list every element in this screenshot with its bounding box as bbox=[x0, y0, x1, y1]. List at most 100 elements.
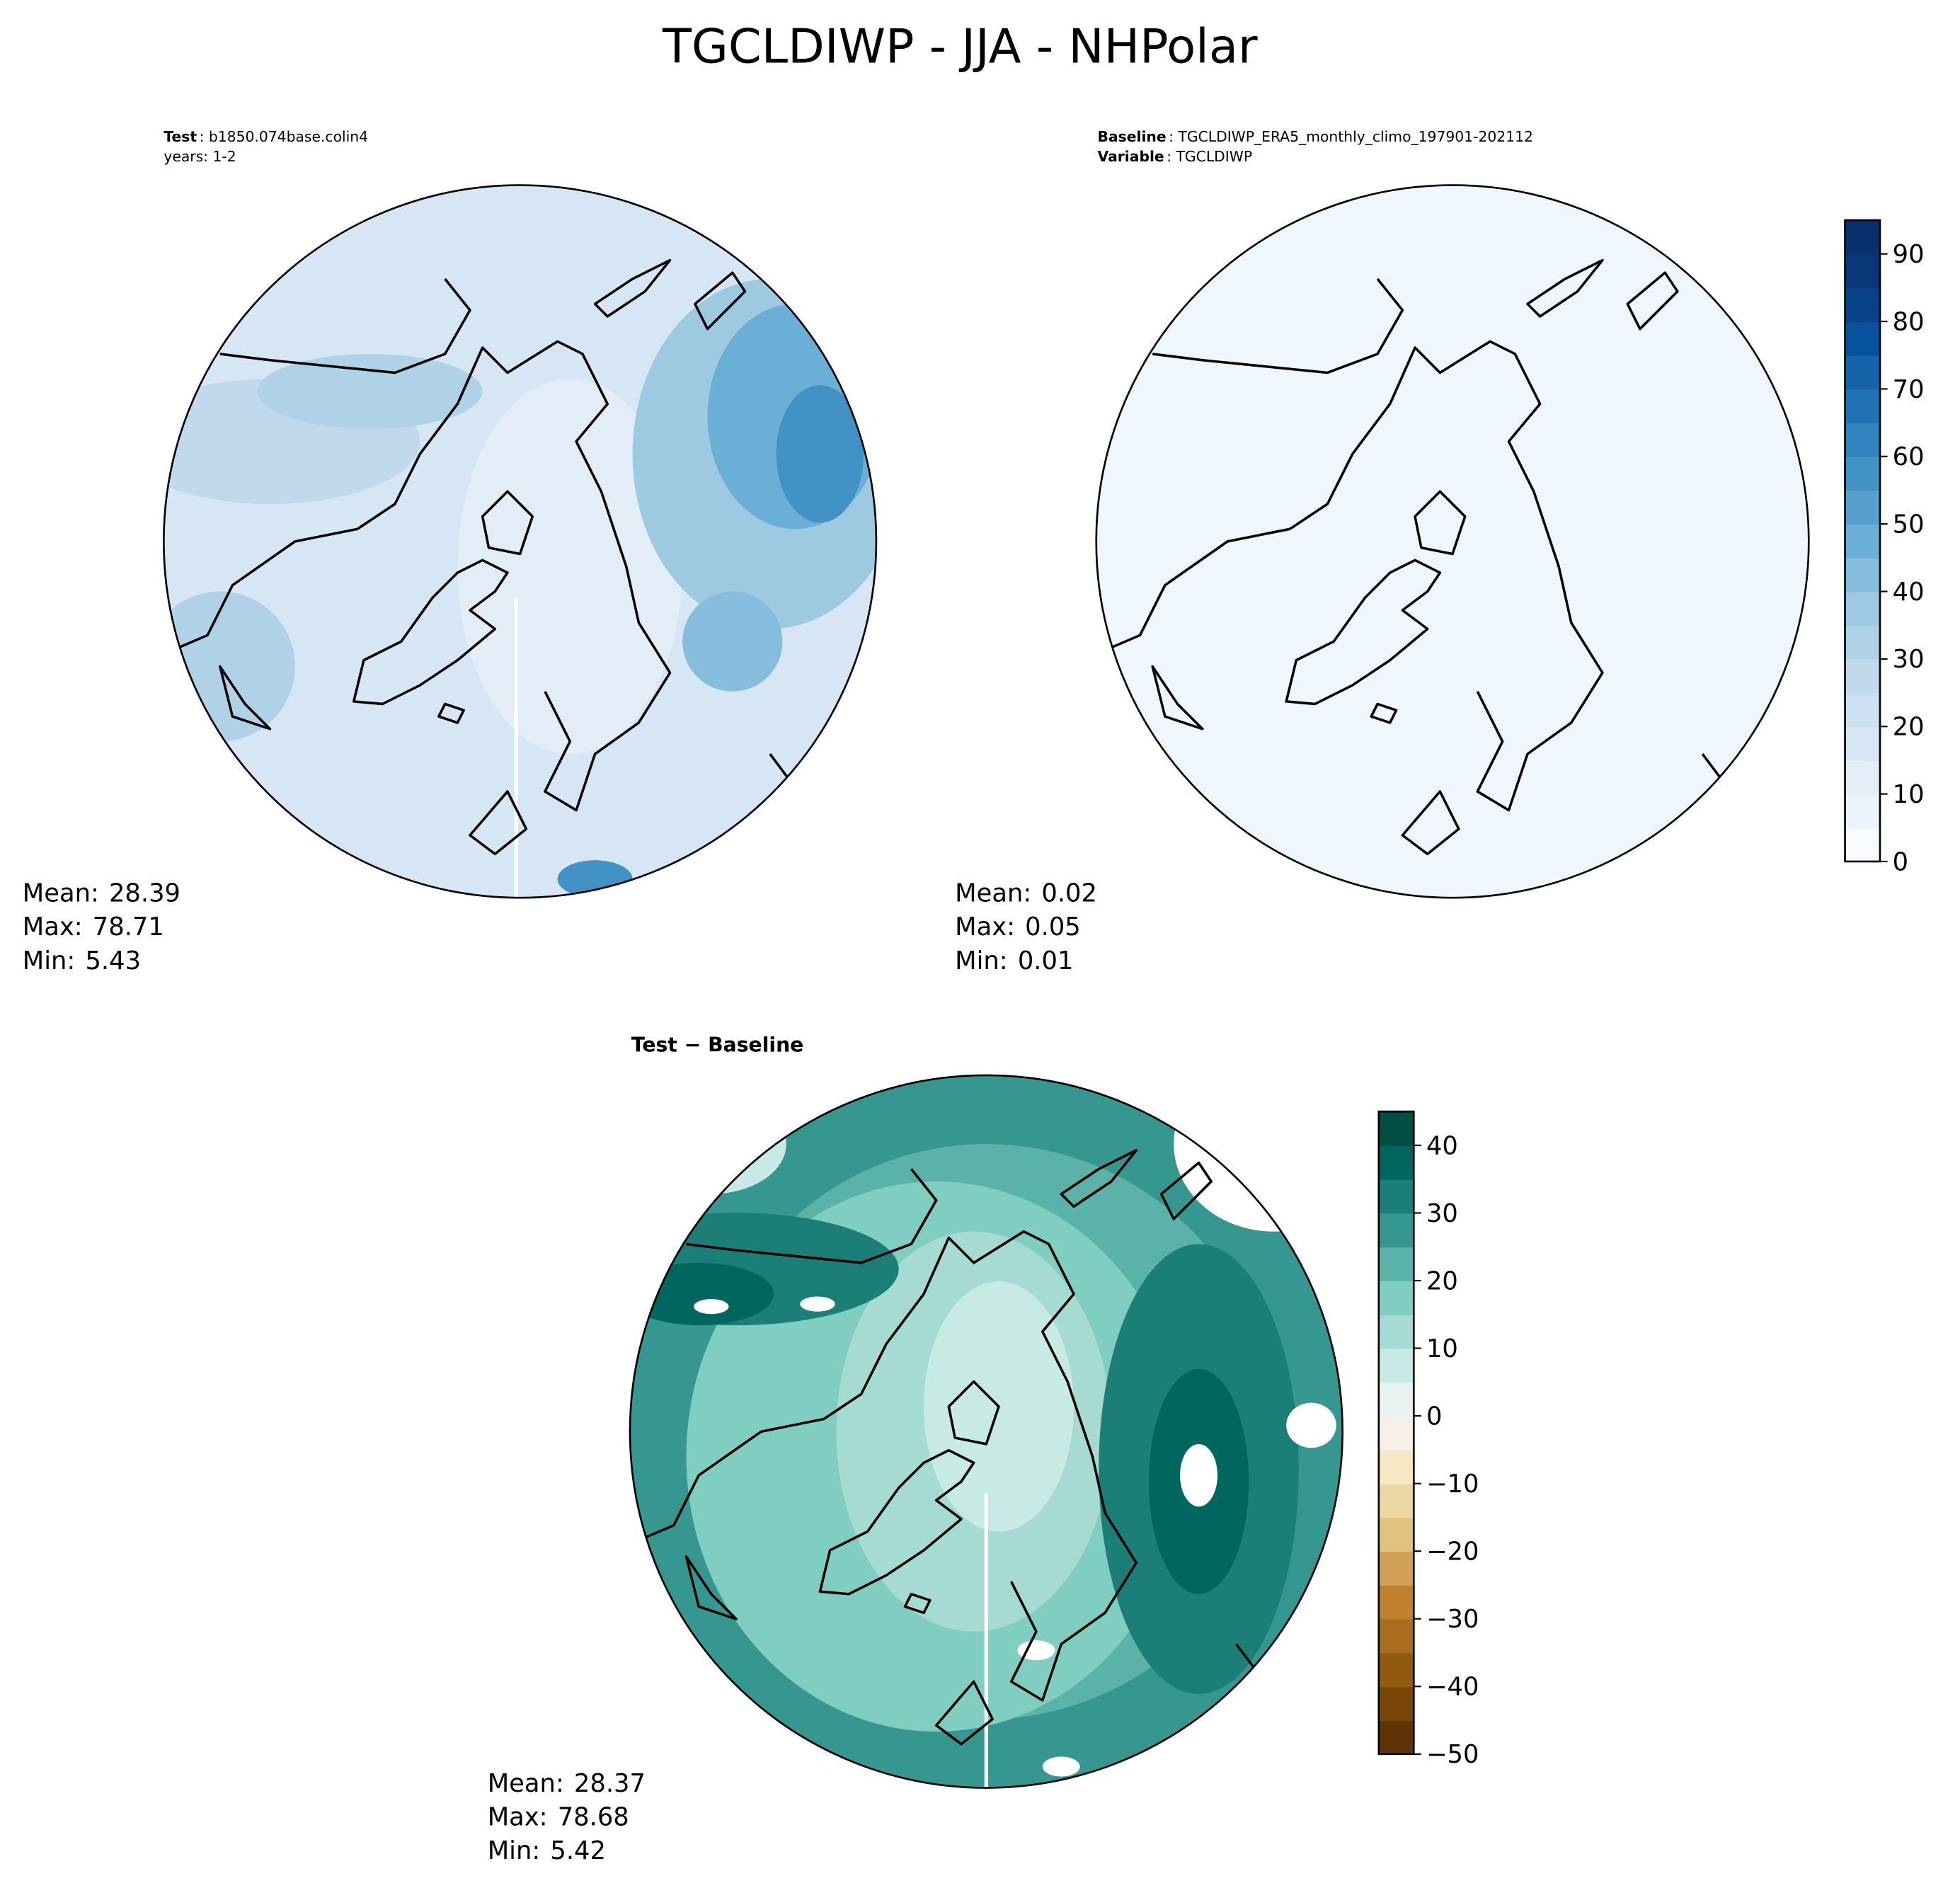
panel-header: Variable: TGCLDIWP bbox=[1097, 148, 1252, 165]
stat-label: Mean: bbox=[488, 1769, 564, 1798]
colorbar-tick-label: 40 bbox=[1426, 1131, 1458, 1160]
colorbar-band bbox=[1378, 1382, 1414, 1417]
stat-line: Min: 5.43 bbox=[23, 946, 141, 976]
stat-label: Mean: bbox=[955, 879, 1031, 908]
colorbar-band bbox=[1378, 1213, 1414, 1248]
colorbar-band bbox=[1845, 794, 1880, 829]
colorbar-tick-label: −30 bbox=[1426, 1605, 1479, 1634]
colorbar-band bbox=[1378, 1686, 1414, 1721]
colorbar-tick-label: 70 bbox=[1893, 375, 1925, 404]
map-baseline bbox=[1095, 184, 1810, 899]
stat-value: 5.43 bbox=[85, 946, 141, 976]
colorbar-tick-label: 20 bbox=[1426, 1266, 1458, 1295]
header-text: years: 1-2 bbox=[164, 148, 236, 165]
colorbar-tick-label: −50 bbox=[1426, 1740, 1479, 1769]
colorbar-band bbox=[1845, 658, 1880, 694]
colorbar-band bbox=[1845, 355, 1880, 390]
colorbar-band bbox=[1845, 828, 1880, 862]
colorbar-band bbox=[1378, 1111, 1414, 1146]
stat-value: 78.68 bbox=[558, 1802, 629, 1831]
colorbar-band bbox=[1378, 1247, 1414, 1281]
colorbar-band bbox=[1845, 490, 1880, 525]
colorbar: −50 −40 −30 −20 −10 0 10 20 30 40 bbox=[1377, 1110, 1479, 1769]
colorbar-band bbox=[1845, 524, 1880, 559]
colorbar-band bbox=[1378, 1551, 1414, 1586]
panel-header: Baseline: TGCLDIWP_ERA5_monthly_climo_19… bbox=[1097, 128, 1532, 146]
map-test bbox=[163, 184, 878, 899]
stat-label: Mean: bbox=[23, 879, 99, 908]
stat-label: Min: bbox=[955, 946, 1008, 976]
panel-header: Test − Baseline bbox=[631, 1033, 804, 1056]
stat-value: 0.02 bbox=[1041, 879, 1097, 908]
stat-value: 0.05 bbox=[1025, 912, 1081, 942]
colorbar-band bbox=[1378, 1618, 1414, 1654]
colorbar-band bbox=[1845, 760, 1880, 795]
header-label: Variable bbox=[1097, 148, 1164, 165]
stat-value: 28.37 bbox=[574, 1769, 646, 1798]
stat-label: Max: bbox=[955, 912, 1015, 942]
colorbar-band bbox=[1378, 1281, 1414, 1315]
colorbar-band bbox=[1845, 423, 1880, 457]
header-label: Test bbox=[164, 128, 197, 145]
stat-label: Max: bbox=[23, 912, 83, 942]
colorbar-tick-label: 30 bbox=[1426, 1199, 1458, 1228]
colorbar: 0 10 20 30 40 50 60 70 80 90 bbox=[1844, 219, 1925, 876]
colorbar-band bbox=[1845, 389, 1880, 423]
stat-line: Mean: 0.02 bbox=[955, 879, 1097, 908]
stat-line: Max: 0.05 bbox=[955, 912, 1081, 942]
colorbar-band bbox=[1378, 1314, 1414, 1349]
colorbar-tick-label: 80 bbox=[1893, 307, 1925, 336]
colorbar-band bbox=[1378, 1720, 1414, 1755]
stat-line: Min: 5.42 bbox=[488, 1836, 606, 1865]
colorbar-band bbox=[1378, 1483, 1414, 1518]
colorbar-tick-label: 0 bbox=[1893, 847, 1908, 876]
stat-label: Min: bbox=[488, 1836, 541, 1865]
header-text: : TGCLDIWP bbox=[1167, 148, 1252, 165]
colorbar-band bbox=[1845, 220, 1880, 255]
colorbar-band bbox=[1845, 321, 1880, 356]
colorbar-band bbox=[1378, 1416, 1414, 1451]
figure-title: TGCLDIWP - JJA - NHPolar bbox=[662, 19, 1258, 74]
colorbar-band bbox=[1845, 692, 1880, 728]
colorbar-band bbox=[1845, 625, 1880, 660]
stat-label: Min: bbox=[23, 946, 76, 976]
colorbar-tick-label: −20 bbox=[1426, 1538, 1479, 1567]
colorbar-tick-label: 20 bbox=[1893, 713, 1925, 742]
colorbar-band bbox=[1845, 591, 1880, 627]
colorbar-tick-label: −10 bbox=[1426, 1470, 1479, 1499]
stat-value: 28.39 bbox=[109, 879, 180, 908]
colorbar-frame bbox=[1377, 1110, 1415, 1756]
stat-line: Mean: 28.39 bbox=[23, 879, 180, 908]
stat-line: Max: 78.68 bbox=[488, 1802, 629, 1831]
colorbar-tick-label: 10 bbox=[1426, 1334, 1458, 1363]
colorbar-tick-label: 90 bbox=[1893, 240, 1925, 269]
stat-line: Mean: 28.37 bbox=[488, 1769, 646, 1798]
colorbar-band bbox=[1378, 1652, 1414, 1688]
stat-line: Max: 78.71 bbox=[23, 912, 164, 942]
colorbar-tick-label: 10 bbox=[1893, 780, 1925, 809]
map-difference bbox=[629, 1074, 1343, 1789]
panel-header: Test: b1850.074base.colin4 bbox=[164, 128, 368, 145]
stat-value: 0.01 bbox=[1018, 946, 1074, 976]
panel-header: years: 1-2 bbox=[164, 148, 236, 165]
colorbar-tick-label: −40 bbox=[1426, 1673, 1479, 1702]
stat-label: Max: bbox=[488, 1802, 548, 1831]
colorbar-band bbox=[1845, 287, 1880, 322]
colorbar-band bbox=[1378, 1145, 1414, 1180]
colorbar-band bbox=[1845, 253, 1880, 289]
stat-value: 5.42 bbox=[550, 1836, 606, 1865]
colorbar-band bbox=[1378, 1517, 1414, 1552]
colorbar-band bbox=[1845, 456, 1880, 491]
header-text: : b1850.074base.colin4 bbox=[200, 128, 369, 145]
header-label: Test − Baseline bbox=[631, 1033, 804, 1056]
stat-line: Min: 0.01 bbox=[955, 946, 1073, 976]
colorbar-band bbox=[1378, 1584, 1414, 1620]
colorbar-tick-label: 40 bbox=[1893, 578, 1925, 607]
colorbar-frame bbox=[1844, 219, 1881, 863]
colorbar-tick-label: 50 bbox=[1893, 510, 1925, 539]
colorbar-band bbox=[1845, 726, 1880, 761]
colorbar-band bbox=[1378, 1348, 1414, 1383]
stat-value: 78.71 bbox=[93, 912, 164, 942]
